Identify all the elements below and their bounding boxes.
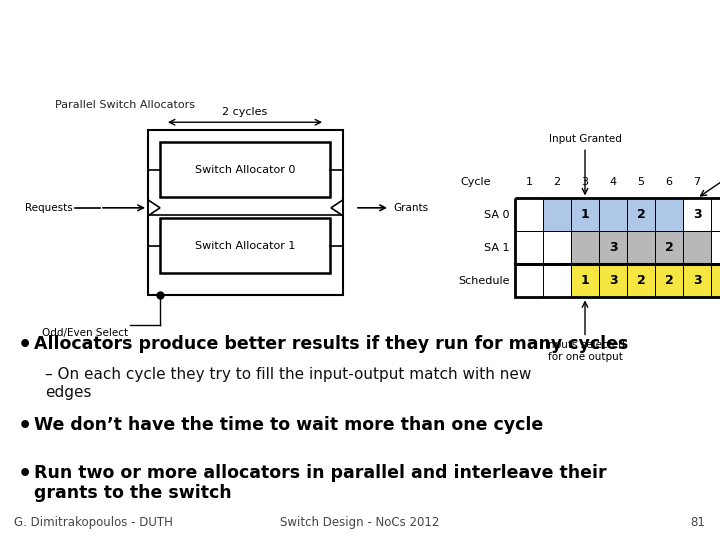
Text: Input Granted: Input Granted <box>549 134 621 144</box>
Bar <box>683 198 711 231</box>
Text: 2: 2 <box>636 208 645 221</box>
Text: 81: 81 <box>690 516 706 529</box>
Text: 6: 6 <box>665 177 672 187</box>
Text: Parallel Switch Allocators: Parallel Switch Allocators <box>55 100 195 110</box>
Text: G. Dimitrakopoulos - DUTH: G. Dimitrakopoulos - DUTH <box>14 516 174 529</box>
Text: 3: 3 <box>582 177 588 187</box>
Text: Cycle: Cycle <box>460 177 490 187</box>
Text: Switch Design - NoCs 2012: Switch Design - NoCs 2012 <box>280 516 440 529</box>
Bar <box>627 198 655 231</box>
Text: •: • <box>18 463 32 483</box>
Bar <box>655 198 683 231</box>
Bar <box>599 265 627 298</box>
Text: 1: 1 <box>580 208 590 221</box>
Bar <box>515 231 543 265</box>
Bar <box>599 198 627 231</box>
Bar <box>571 198 599 231</box>
Bar <box>599 231 627 265</box>
Bar <box>515 198 720 298</box>
Text: Schedule: Schedule <box>459 276 510 286</box>
Polygon shape <box>148 200 160 216</box>
Bar <box>683 231 711 265</box>
Bar <box>627 231 655 265</box>
Bar <box>543 198 571 231</box>
Text: Multi-cycle separable allocators: Multi-cycle separable allocators <box>16 22 490 48</box>
Text: 3: 3 <box>693 208 701 221</box>
Bar <box>683 265 711 298</box>
Bar <box>571 265 599 298</box>
Text: •: • <box>18 335 32 355</box>
Text: Switch Allocator 0: Switch Allocator 0 <box>195 165 295 175</box>
Text: SA 1: SA 1 <box>485 243 510 253</box>
Text: 2: 2 <box>665 274 673 287</box>
Bar <box>515 198 543 231</box>
Bar <box>160 142 330 197</box>
Text: Allocators produce better results if they run for many cycles: Allocators produce better results if the… <box>34 335 629 354</box>
Text: 3: 3 <box>608 274 617 287</box>
Bar <box>160 218 330 273</box>
Bar <box>655 265 683 298</box>
Bar <box>655 231 683 265</box>
Polygon shape <box>331 200 343 216</box>
Bar <box>627 265 655 298</box>
Text: 3: 3 <box>693 274 701 287</box>
Text: 3: 3 <box>608 241 617 254</box>
Bar <box>571 231 599 265</box>
Text: 2: 2 <box>554 177 561 187</box>
Bar <box>711 198 720 231</box>
Bar <box>515 265 543 298</box>
Bar <box>543 265 571 298</box>
Text: Run two or more allocators in parallel and interleave their
grants to the switch: Run two or more allocators in parallel a… <box>34 463 607 502</box>
Bar <box>711 265 720 298</box>
Text: Grants: Grants <box>393 203 428 213</box>
Text: Switch Allocator 1: Switch Allocator 1 <box>195 241 295 251</box>
Text: 5: 5 <box>637 177 644 187</box>
Text: – On each cycle they try to fill the input-output match with new
edges: – On each cycle they try to fill the inp… <box>45 368 531 400</box>
Bar <box>148 130 343 295</box>
Text: 2: 2 <box>636 274 645 287</box>
Text: 1: 1 <box>526 177 533 187</box>
Text: We don’t have the time to wait more than one cycle: We don’t have the time to wait more than… <box>34 415 544 434</box>
Text: 4: 4 <box>609 177 616 187</box>
Text: Odd/Even Select: Odd/Even Select <box>42 328 128 339</box>
Text: 2 cycles: 2 cycles <box>222 107 268 117</box>
Text: •: • <box>18 415 32 436</box>
Text: 2: 2 <box>665 241 673 254</box>
Text: Inputs selected
for one output: Inputs selected for one output <box>545 340 625 362</box>
Bar <box>543 231 571 265</box>
Text: Requests: Requests <box>25 203 73 213</box>
Text: SA 0: SA 0 <box>485 210 510 220</box>
Bar <box>711 231 720 265</box>
Text: 7: 7 <box>693 177 701 187</box>
Text: 1: 1 <box>580 274 590 287</box>
